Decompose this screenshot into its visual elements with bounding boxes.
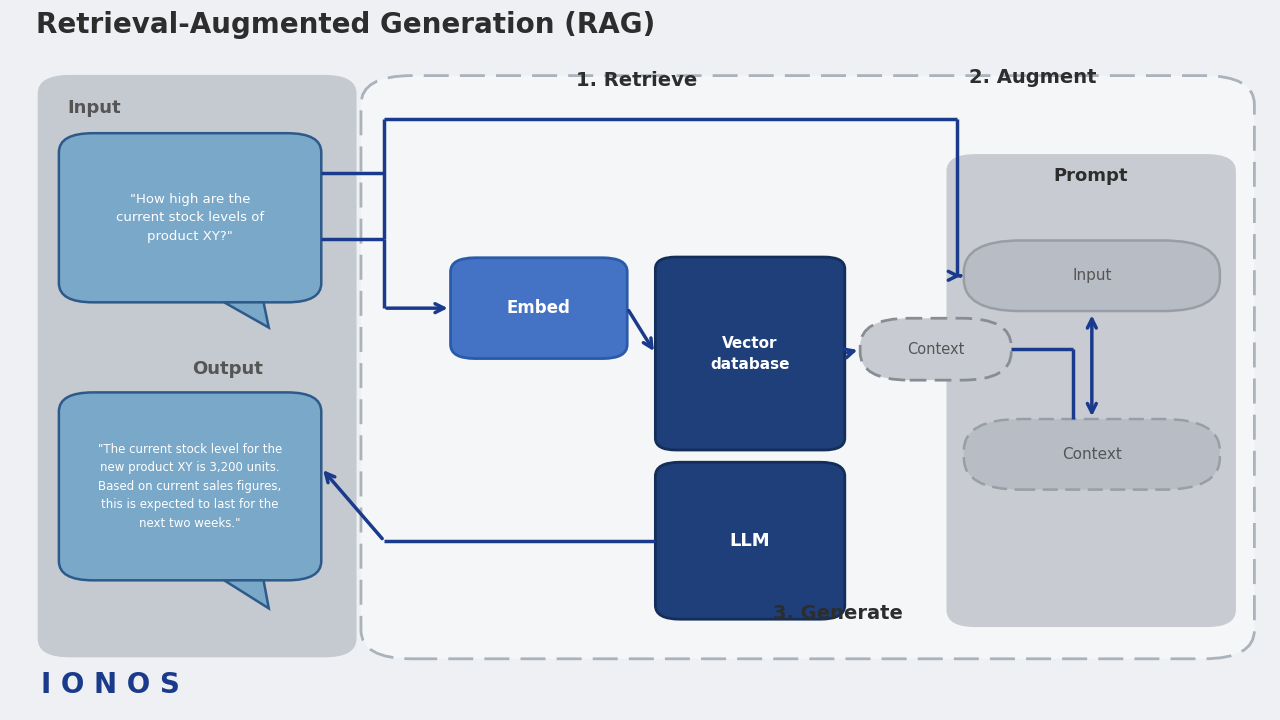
Text: "How high are the
current stock levels of
product XY?": "How high are the current stock levels o…: [116, 193, 264, 243]
Text: 2. Augment: 2. Augment: [969, 68, 1097, 86]
FancyBboxPatch shape: [655, 462, 845, 619]
Text: "The current stock level for the
new product XY is 3,200 units.
Based on current: "The current stock level for the new pro…: [99, 443, 282, 530]
FancyBboxPatch shape: [947, 155, 1235, 626]
FancyBboxPatch shape: [361, 76, 1254, 659]
FancyBboxPatch shape: [59, 392, 321, 580]
FancyBboxPatch shape: [59, 133, 321, 302]
Text: Context: Context: [1062, 447, 1121, 462]
Polygon shape: [224, 580, 269, 608]
FancyBboxPatch shape: [38, 76, 356, 657]
Text: Context: Context: [908, 342, 964, 356]
Text: 3. Generate: 3. Generate: [773, 604, 904, 623]
FancyBboxPatch shape: [451, 258, 627, 359]
Polygon shape: [224, 302, 269, 328]
Text: Input: Input: [1073, 269, 1111, 283]
Text: Prompt: Prompt: [1053, 168, 1128, 186]
Text: I O N O S: I O N O S: [41, 672, 179, 699]
Text: 1. Retrieve: 1. Retrieve: [576, 71, 696, 90]
FancyBboxPatch shape: [964, 240, 1220, 311]
Text: Vector
database: Vector database: [710, 336, 790, 372]
Text: Retrieval-Augmented Generation (RAG): Retrieval-Augmented Generation (RAG): [36, 12, 655, 39]
FancyBboxPatch shape: [860, 318, 1011, 380]
Text: Input: Input: [68, 99, 122, 117]
FancyBboxPatch shape: [964, 419, 1220, 490]
Text: Output: Output: [192, 360, 264, 377]
Text: Embed: Embed: [507, 300, 571, 318]
FancyBboxPatch shape: [655, 257, 845, 450]
Text: LLM: LLM: [730, 531, 771, 550]
